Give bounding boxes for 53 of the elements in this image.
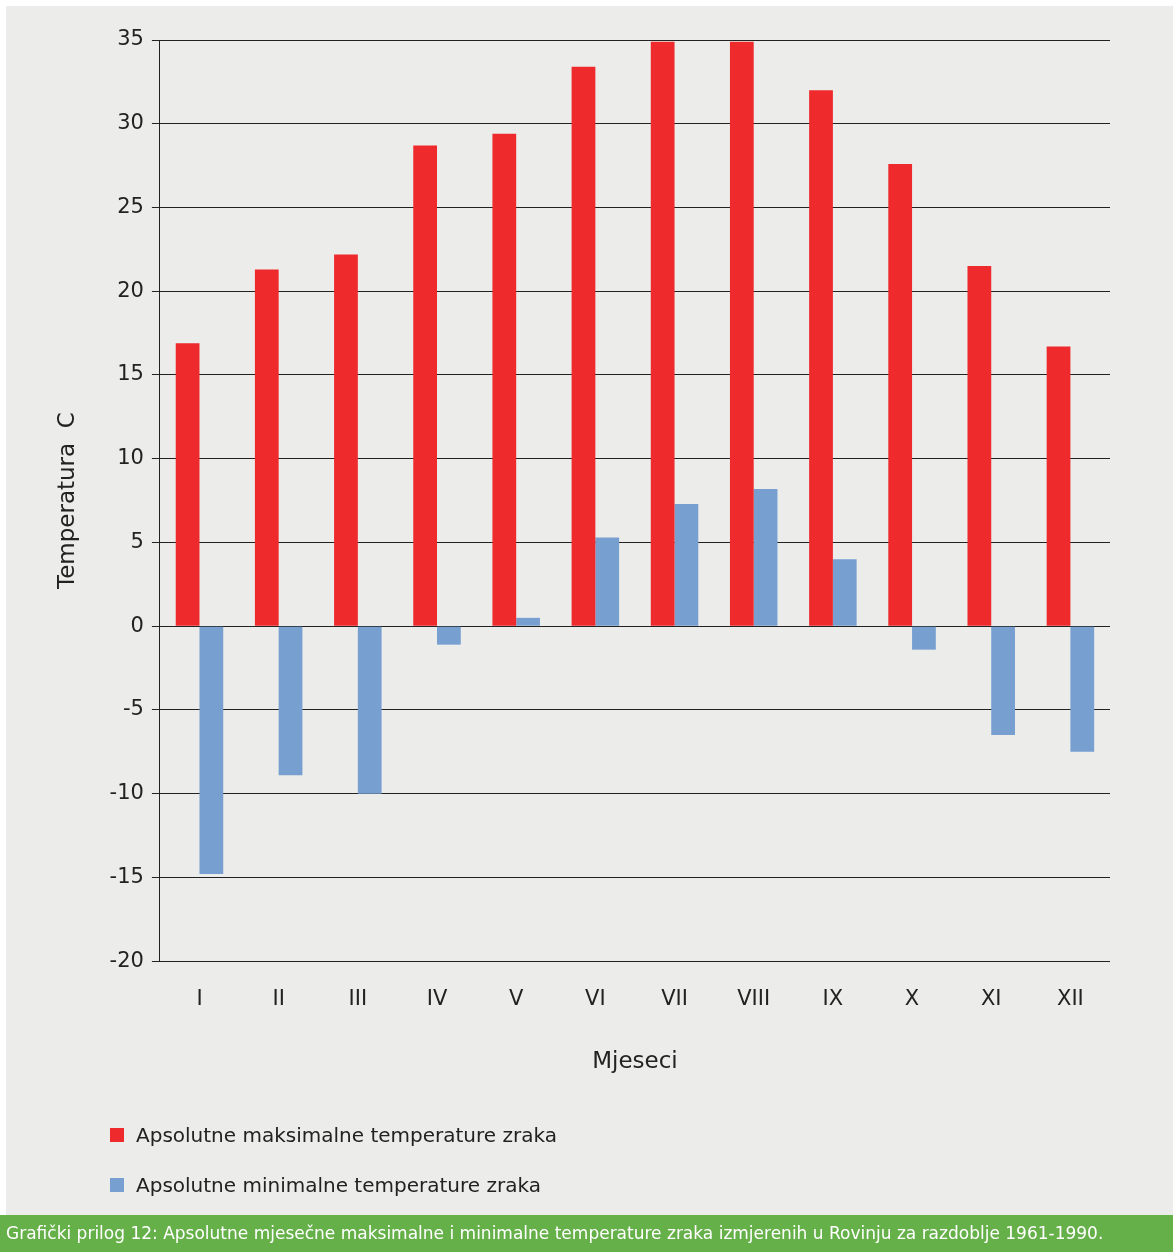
- x-axis-title: Mjeseci: [592, 1047, 678, 1074]
- y-axis-title: Temperatura C: [52, 412, 79, 591]
- y-tick-label: 20: [117, 277, 144, 302]
- bar: [1046, 346, 1071, 626]
- bar: [809, 90, 833, 626]
- bar: [832, 559, 857, 626]
- legend-label: Apsolutne maksimalne temperature zraka: [136, 1123, 557, 1147]
- x-tick-label: XI: [980, 986, 1002, 1011]
- bar: [595, 537, 620, 626]
- bar: [912, 626, 936, 650]
- x-tick-label: III: [348, 986, 368, 1011]
- x-tick-label: VIII: [737, 986, 771, 1011]
- text: Grafički prilog 12: Apsolutne mjesečne maksimalne i minimalne temperature zraka izmjerenih u Rovinju za razdoblje 1961-1990.: [0, 1215, 1173, 1252]
- x-tick-label: VI: [585, 986, 606, 1011]
- x-tick-label: IV: [426, 986, 448, 1011]
- y-tick-label: -20: [109, 947, 144, 972]
- x-tick-label: XII: [1057, 986, 1084, 1011]
- bar: [278, 626, 303, 776]
- y-tick-label: 10: [117, 445, 144, 470]
- bar: [571, 66, 596, 626]
- y-tick-label: 30: [117, 110, 144, 135]
- bar: [674, 503, 699, 626]
- y-tick-label: 25: [117, 193, 144, 218]
- bar: [753, 488, 778, 626]
- y-tick-label: 0: [130, 612, 144, 637]
- bar: [991, 626, 1015, 736]
- y-tick-label: 35: [117, 26, 144, 51]
- bar: [1070, 626, 1095, 752]
- bar: [492, 133, 517, 626]
- bar: [650, 41, 675, 626]
- x-tick-label: II: [272, 986, 285, 1011]
- y-tick-label: -10: [109, 780, 144, 805]
- bar: [357, 626, 382, 794]
- bar: [413, 145, 438, 626]
- y-tick-label: 15: [117, 361, 144, 386]
- bar: [888, 163, 913, 626]
- y-tick-label: -15: [109, 863, 144, 888]
- y-tick-label: 5: [130, 528, 144, 553]
- bar: [254, 269, 279, 626]
- bar: [437, 626, 461, 645]
- x-tick-label: VII: [661, 986, 688, 1011]
- y-tick-label: -5: [122, 696, 144, 721]
- x-tick-label: I: [196, 986, 203, 1011]
- x-tick-label: X: [904, 986, 920, 1011]
- bar: [729, 41, 754, 626]
- x-tick-label: IX: [822, 986, 844, 1011]
- x-tick-label: V: [509, 986, 524, 1011]
- bar: [967, 266, 992, 626]
- bar: [175, 343, 200, 626]
- bar: [334, 254, 358, 626]
- bar: [516, 617, 540, 626]
- bar: [199, 626, 224, 875]
- legend-label: Apsolutne minimalne temperature zraka: [136, 1173, 541, 1197]
